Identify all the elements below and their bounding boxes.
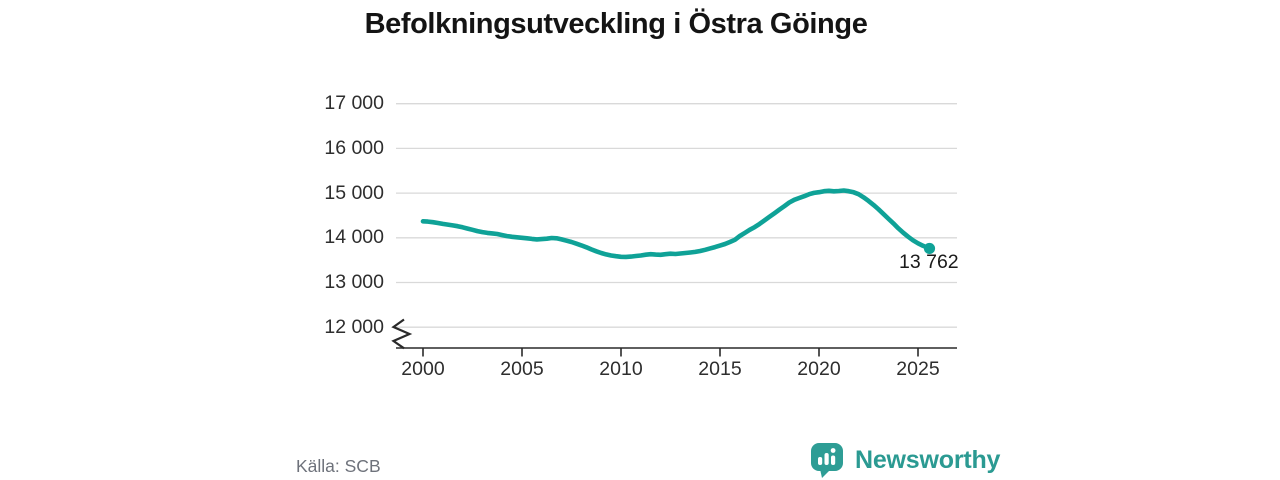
brand-name: Newsworthy [855,446,1001,474]
source-label: Källa: SCB [296,456,381,476]
chart-title: Befolkningsutveckling i Östra Göinge [364,8,868,40]
x-tick-label: 2010 [599,358,643,380]
newsworthy-logo-icon [811,443,843,478]
y-tick-label: 17 000 [324,92,384,115]
y-tick-label: 15 000 [324,181,384,204]
y-tick-label: 16 000 [324,136,384,159]
x-tick-label: 2025 [896,358,940,380]
brand-logo: Newsworthy [808,440,1000,480]
y-tick-label: 14 000 [324,226,384,249]
x-tick-label: 2005 [500,358,544,380]
end-value-label: 13 762 [899,251,959,273]
y-tick-label: 13 000 [324,271,384,293]
x-tick-label: 2015 [698,358,742,380]
x-tick-label: 2000 [401,358,445,380]
y-tick-label: 12 000 [324,315,384,338]
x-tick-label: 2020 [797,358,841,380]
